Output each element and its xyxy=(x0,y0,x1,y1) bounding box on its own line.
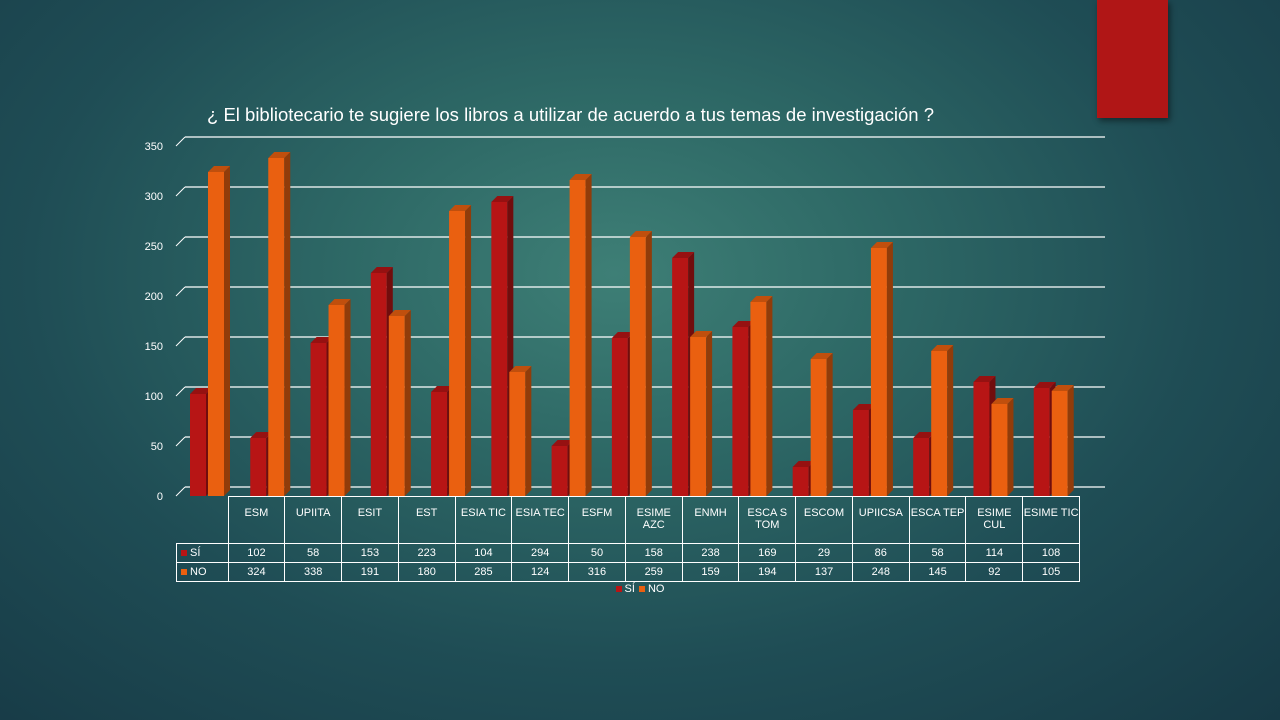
bar xyxy=(991,398,1014,496)
table-category-header: ESCOM xyxy=(795,496,853,544)
table-value-cell: 92 xyxy=(965,562,1024,582)
corner-accent xyxy=(1097,0,1168,118)
gridline-depth xyxy=(175,386,186,397)
gridline-depth xyxy=(175,236,186,247)
y-tick-label: 200 xyxy=(145,291,163,303)
bar xyxy=(1051,385,1074,496)
legend-item: NO xyxy=(638,583,664,595)
table-value-cell: 316 xyxy=(568,562,626,582)
table-value-cell: 285 xyxy=(454,562,513,582)
table-value-cell: 194 xyxy=(738,562,797,582)
bar xyxy=(328,299,351,496)
table-value-cell: 259 xyxy=(624,562,683,582)
table-value-cell: 294 xyxy=(511,543,570,563)
table-category-header: ESCA TEP xyxy=(908,496,967,544)
table-value-cell: 180 xyxy=(397,562,456,582)
table-value-cell: 58 xyxy=(284,543,343,563)
table-value-cell: 158 xyxy=(624,543,683,563)
table-category-header: ESIME AZC xyxy=(624,496,683,544)
table-value-cell: 169 xyxy=(738,543,797,563)
table-value-cell: 50 xyxy=(568,543,626,563)
bar xyxy=(268,152,291,496)
bar xyxy=(629,231,652,496)
table-category-header: ESIA TEC xyxy=(511,496,570,544)
gridline-depth xyxy=(175,286,186,297)
table-category-header: ESFM xyxy=(568,496,626,544)
table-value-cell: 191 xyxy=(341,562,399,582)
bar xyxy=(388,310,411,496)
table-value-cell: 145 xyxy=(908,562,967,582)
bar xyxy=(449,205,472,496)
table-value-cell: 108 xyxy=(1022,543,1080,563)
chart-legend: SÍ NO xyxy=(0,583,1280,595)
bar xyxy=(931,345,954,496)
table-category-header: ESIME TIC xyxy=(1022,496,1080,544)
bar xyxy=(690,331,713,496)
table-value-cell: 86 xyxy=(851,543,910,563)
chart-title: ¿ El bibliotecario te sugiere los libros… xyxy=(207,104,935,125)
bar xyxy=(810,353,833,496)
legend-swatch xyxy=(638,586,645,593)
gridline-depth xyxy=(175,186,186,197)
table-category-header: ESCA S TOM xyxy=(738,496,797,544)
legend-key-swatch xyxy=(181,550,187,557)
table-category-header: ESIME CUL xyxy=(965,496,1024,544)
table-value-cell: 102 xyxy=(227,543,286,563)
table-value-cell: 153 xyxy=(341,543,399,563)
table-row: SÍ 102 58 153 223 104 294 50 158 238 169 29 86 58 114 1… xyxy=(176,543,1080,563)
table-category-header: EST xyxy=(397,496,456,544)
table-value-cell: 58 xyxy=(908,543,967,563)
bar xyxy=(569,174,592,496)
y-tick-label: 350 xyxy=(145,141,163,153)
legend-item: SÍ xyxy=(615,583,635,595)
bar xyxy=(509,366,532,496)
table-value-cell: 338 xyxy=(284,562,343,582)
gridline-depth xyxy=(175,436,186,447)
y-tick-label: 0 xyxy=(157,491,163,503)
bar xyxy=(870,242,893,496)
legend-key-swatch xyxy=(181,569,187,576)
table-value-cell: 159 xyxy=(681,562,740,582)
table-value-cell: 324 xyxy=(227,562,286,582)
bar xyxy=(491,196,514,496)
bar xyxy=(208,166,230,496)
table-row: NO 324 338 191 180 285 124 316 259 159 194 137 248 14… xyxy=(176,562,1080,582)
table-value-cell: 104 xyxy=(454,543,513,563)
table-category-header: ENMH xyxy=(681,496,740,544)
bar xyxy=(750,296,773,496)
table-value-cell: 248 xyxy=(851,562,910,582)
table-series-label: SÍ xyxy=(176,543,229,563)
table-value-cell: 114 xyxy=(965,543,1024,563)
gridline-depth xyxy=(175,336,186,347)
bar-series xyxy=(190,152,1074,496)
y-tick-label: 100 xyxy=(145,391,163,403)
table-category-header: UPIITA xyxy=(284,496,343,544)
gridline-depth xyxy=(175,486,186,497)
y-tick-label: 50 xyxy=(151,441,163,453)
table-corner xyxy=(176,496,229,544)
y-tick-label: 300 xyxy=(145,191,163,203)
y-axis-tick-labels: 0 50 100 150 200 250 300 350 xyxy=(145,141,163,503)
y-tick-label: 250 xyxy=(145,241,163,253)
table-value-cell: 137 xyxy=(795,562,853,582)
gridline-depth xyxy=(175,136,186,147)
table-value-cell: 105 xyxy=(1022,562,1080,582)
table-value-cell: 223 xyxy=(397,543,456,563)
y-tick-label: 150 xyxy=(145,341,163,353)
table-category-header: UPIICSA xyxy=(851,496,910,544)
table-value-cell: 238 xyxy=(681,543,740,563)
bar-chart-3d: 0 50 100 150 200 250 300 350 xyxy=(145,136,1074,503)
table-category-header: ESIA TIC xyxy=(454,496,513,544)
table-category-header: ESM xyxy=(227,496,286,544)
table-value-cell: 124 xyxy=(511,562,570,582)
legend-swatch xyxy=(615,586,622,593)
chart-data-table: ESM UPIITA ESIT EST ESIA TIC ESIA TEC ESFM ESIM… xyxy=(176,496,1080,582)
table-category-header: ESIT xyxy=(341,496,399,544)
table-value-cell: 29 xyxy=(795,543,853,563)
table-series-label: NO xyxy=(176,562,229,582)
